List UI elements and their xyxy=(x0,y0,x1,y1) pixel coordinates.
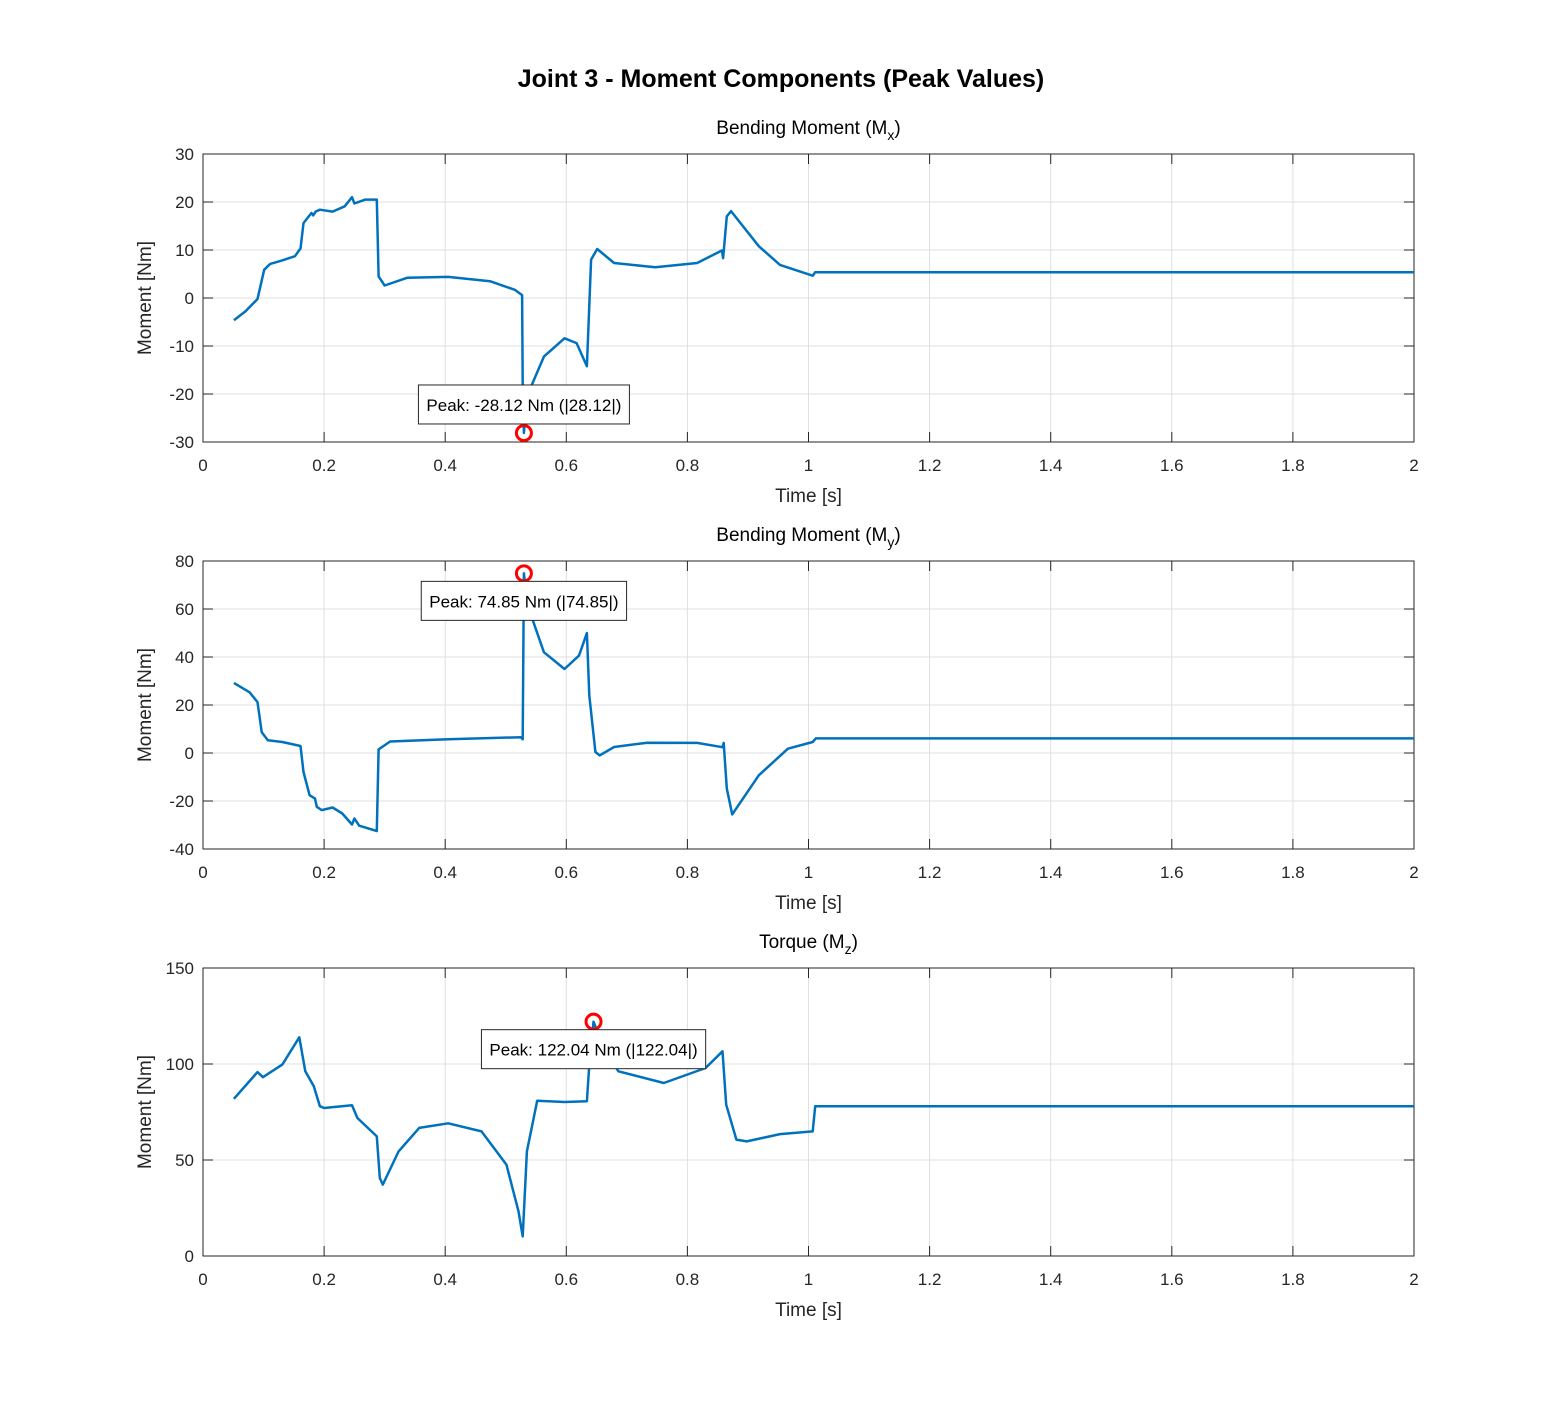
y-tick-label: 40 xyxy=(175,648,194,667)
x-axis-label: Time [s] xyxy=(775,1300,842,1321)
subplot-3: Torque (Mz) 0 0.2 0.4 0.6 0.8 1 1.2 1.4 1.6 1.8 2 0 5… xyxy=(135,932,1419,1321)
x-tick-label: 0 xyxy=(198,1270,207,1289)
x-axis-label: Time [s] xyxy=(775,486,842,507)
x-tick-label: 1 xyxy=(804,1270,813,1289)
series-line xyxy=(232,1020,1414,1238)
x-tick-label: 1.8 xyxy=(1281,863,1305,882)
y-tick-label: 0 xyxy=(185,289,194,308)
x-tick-label: 1.4 xyxy=(1039,863,1063,882)
x-tick-label: 0.8 xyxy=(676,1270,700,1289)
y-tick-label: 30 xyxy=(175,145,194,164)
y-tick-label: -20 xyxy=(169,385,194,404)
x-axis-label: Time [s] xyxy=(775,893,842,914)
x-tick-label: 1.4 xyxy=(1039,456,1063,475)
y-axis-label: Moment [Nm] xyxy=(135,1055,156,1169)
peak-annotation: Peak: 74.85 Nm (|74.85|) xyxy=(420,580,628,621)
x-tick-label: 0.2 xyxy=(312,456,336,475)
axes-frame xyxy=(202,967,1415,1257)
x-tick-label: 1.8 xyxy=(1281,1270,1305,1289)
series-line xyxy=(233,195,1414,435)
x-tick-label: 0.4 xyxy=(433,1270,457,1289)
y-tick-label: -40 xyxy=(169,840,194,859)
figure-title: Joint 3 - Moment Components (Peak Values… xyxy=(518,65,1044,93)
x-tick-label: 1.2 xyxy=(918,1270,942,1289)
subplot-2: Bending Moment (My) 0 0.2 0.4 0.6 0.8 1 1.2 1.4 1… xyxy=(135,525,1419,914)
x-tick-label: 0.6 xyxy=(554,863,578,882)
peak-label: Peak: -28.12 Nm (|28.12|) xyxy=(426,396,621,415)
x-tick-label: 0.6 xyxy=(554,1270,578,1289)
x-tick-label: 2 xyxy=(1409,1270,1418,1289)
y-tick-label: -20 xyxy=(169,792,194,811)
y-tick-label: 60 xyxy=(175,600,194,619)
x-tick-label: 1.6 xyxy=(1160,456,1184,475)
x-tick-label: 2 xyxy=(1409,456,1418,475)
peak-label: Peak: 74.85 Nm (|74.85|) xyxy=(429,592,618,611)
x-tick-label: 1.6 xyxy=(1160,1270,1184,1289)
x-tick-label: 0.6 xyxy=(554,456,578,475)
y-tick-label: 0 xyxy=(185,1247,194,1266)
y-tick-label: 150 xyxy=(166,959,194,978)
x-tick-label: 0.2 xyxy=(312,1270,336,1289)
y-tick-label: -30 xyxy=(169,433,194,452)
x-tick-label: 0 xyxy=(198,863,207,882)
peak-annotation: Peak: -28.12 Nm (|28.12|) xyxy=(417,384,630,425)
peak-label: Peak: 122.04 Nm (|122.04|) xyxy=(489,1041,697,1060)
peak-marker xyxy=(514,423,533,442)
x-tick-label: 0.4 xyxy=(433,456,457,475)
x-tick-label: 0 xyxy=(198,456,207,475)
x-tick-label: 1.2 xyxy=(918,456,942,475)
peak-label-box xyxy=(480,1029,707,1070)
axes-frame xyxy=(202,153,1415,443)
x-tick-label: 1.4 xyxy=(1039,1270,1063,1289)
x-tick-label: 1.2 xyxy=(918,863,942,882)
axes-frame xyxy=(202,560,1415,850)
x-tick-label: 0.4 xyxy=(433,863,457,882)
x-tick-label: 1 xyxy=(804,863,813,882)
x-tick-label: 0.8 xyxy=(676,863,700,882)
y-tick-label: 0 xyxy=(185,744,194,763)
y-tick-label: -10 xyxy=(169,337,194,356)
x-tick-label: 1.6 xyxy=(1160,863,1184,882)
peak-annotation: Peak: 122.04 Nm (|122.04|) xyxy=(480,1029,707,1070)
series-line xyxy=(233,572,1414,833)
x-tick-label: 1 xyxy=(804,456,813,475)
subplot-title: Bending Moment (Mx) xyxy=(716,118,900,143)
y-tick-label: 10 xyxy=(175,241,194,260)
x-tick-label: 2 xyxy=(1409,863,1418,882)
subplot-title: Bending Moment (My) xyxy=(716,525,900,550)
x-tick-label: 0.8 xyxy=(676,456,700,475)
x-tick-label: 0.2 xyxy=(312,863,336,882)
x-tick-label: 1.8 xyxy=(1281,456,1305,475)
subplot-title: Torque (Mz) xyxy=(759,932,858,957)
peak-label-box xyxy=(420,580,628,621)
y-axis-label: Moment [Nm] xyxy=(135,241,156,355)
y-tick-label: 50 xyxy=(175,1151,194,1170)
subplot-1: Bending Moment (Mx) 0 0.2 0.4 0.6 0.8 1 1.2 1.4 1… xyxy=(135,118,1419,507)
y-tick-label: 100 xyxy=(166,1055,194,1074)
y-axis-label: Moment [Nm] xyxy=(135,648,156,762)
y-tick-label: 80 xyxy=(175,552,194,571)
y-tick-label: 20 xyxy=(175,696,194,715)
peak-label-box xyxy=(417,384,630,425)
y-tick-label: 20 xyxy=(175,193,194,212)
